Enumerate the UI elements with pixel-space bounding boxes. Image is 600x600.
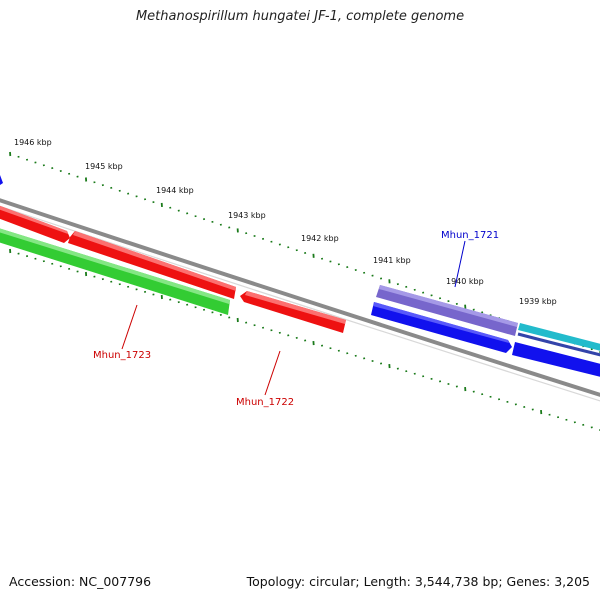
gene-labels: Mhun_1723 Mhun_1722 Mhun_1721: [93, 230, 499, 408]
ruler-labels: 1946 kbp 1945 kbp 1944 kbp 1943 kbp 1942…: [14, 138, 557, 306]
gene-cyan[interactable]: [518, 323, 600, 352]
tick-label-1941: 1941 kbp: [373, 256, 411, 265]
gene-label-mhun-1723[interactable]: Mhun_1723: [93, 350, 151, 361]
gene-mhun-1723-red[interactable]: [68, 231, 236, 299]
gene-blue-1-highlight: [373, 302, 509, 343]
gene-dark-track: [517, 332, 600, 357]
gene-mhun-1722-red-highlight: [245, 291, 346, 324]
tick-label-1943: 1943 kbp: [228, 211, 266, 220]
gene-mhun-1723-red-highlight: [73, 231, 236, 291]
gene-mhun-1721-purple-highlight: [379, 285, 518, 327]
accession-text: Accession: NC_007796: [9, 574, 152, 589]
gene-blue-2[interactable]: [512, 342, 600, 378]
tick-label-1946: 1946 kbp: [14, 138, 52, 147]
inner-ruler: [9, 248, 600, 431]
tick-label-1942: 1942 kbp: [301, 234, 339, 243]
tick-label-1945: 1945 kbp: [85, 162, 123, 171]
gene-green-highlight: [0, 228, 230, 304]
gene-label-mhun-1722[interactable]: Mhun_1722: [236, 397, 294, 408]
gene-mhun-1722-red[interactable]: [240, 291, 346, 333]
gene-blue-edge[interactable]: [0, 175, 3, 185]
tick-label-1939: 1939 kbp: [519, 297, 557, 306]
gene-track: [0, 175, 600, 378]
tick-label-1940: 1940 kbp: [446, 277, 484, 286]
genome-backbone: [0, 198, 600, 402]
tick-label-1944: 1944 kbp: [156, 186, 194, 195]
gene-red-segment-1-highlight: [0, 205, 68, 234]
genome-title: Methanospirillum hungatei JF-1, complete…: [135, 9, 465, 24]
topology-summary: Topology: circular; Length: 3,544,738 bp…: [246, 574, 590, 589]
gene-label-mhun-1721[interactable]: Mhun_1721: [441, 230, 499, 241]
